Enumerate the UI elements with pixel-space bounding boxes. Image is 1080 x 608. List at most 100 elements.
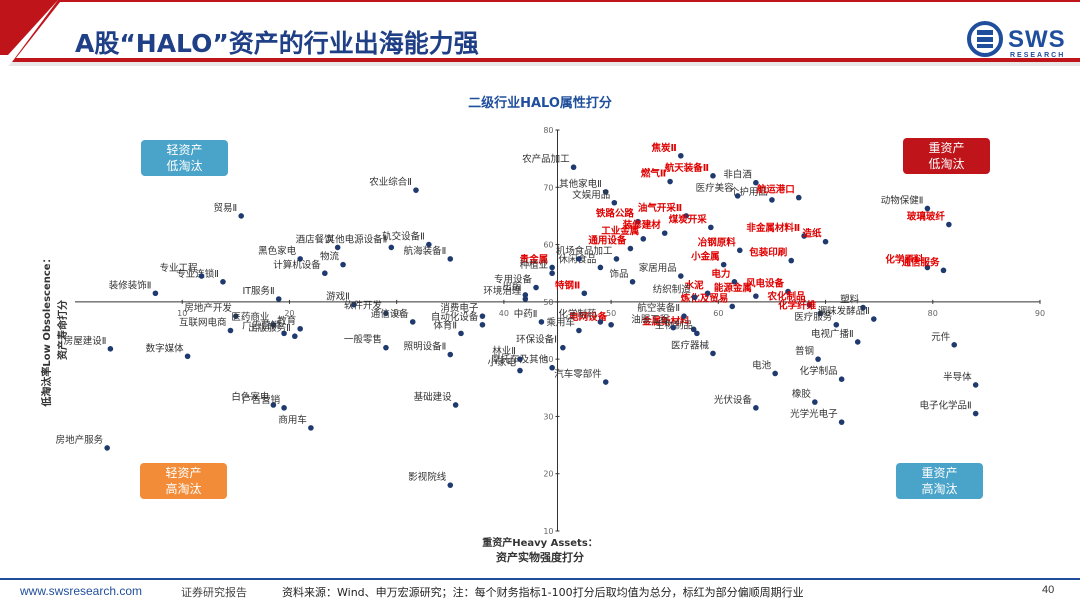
quadrant-light-low-obsolescence: 轻资产 低淘汰 xyxy=(141,140,228,176)
data-point-label: 医疗器械 xyxy=(671,339,710,351)
data-point xyxy=(522,296,529,302)
data-point-label: 计算机设备 xyxy=(273,259,321,271)
data-point xyxy=(629,279,636,285)
data-point-label: 小家电 xyxy=(487,357,516,369)
data-point-label: 动物保健Ⅱ xyxy=(881,194,924,206)
data-point-label: 照明设备Ⅱ xyxy=(404,341,447,353)
data-point xyxy=(533,284,539,291)
data-point xyxy=(517,356,523,362)
data-point xyxy=(753,179,759,186)
data-point xyxy=(972,382,979,388)
y-tick-label: 40 xyxy=(543,355,553,364)
sws-logo-icon xyxy=(967,21,1003,57)
data-point xyxy=(447,256,454,262)
y-tick-label: 30 xyxy=(543,412,553,421)
data-point-label: 普钢 xyxy=(795,345,814,357)
x-tick-label: 40 xyxy=(499,309,509,318)
data-point xyxy=(710,173,716,179)
data-point-label: 化学纤维 xyxy=(778,299,817,311)
x-tick-label: 70 xyxy=(820,309,830,318)
data-point xyxy=(736,247,743,254)
data-point xyxy=(871,316,877,322)
data-point xyxy=(734,193,741,199)
data-point xyxy=(413,187,419,193)
data-point xyxy=(801,233,807,239)
data-point xyxy=(152,290,159,297)
data-point-label: 农化制品 xyxy=(766,291,805,303)
data-point xyxy=(812,399,818,405)
data-point xyxy=(409,319,416,325)
data-point xyxy=(238,213,244,219)
data-point xyxy=(383,344,389,351)
data-point xyxy=(334,244,341,251)
data-point-label: 燃气Ⅱ xyxy=(641,168,666,180)
data-point-label: 半导体 xyxy=(943,371,972,383)
data-point-label: 摩托车及其他 xyxy=(491,354,549,366)
data-point-label: IT服务Ⅱ xyxy=(242,285,274,297)
data-point-label: 化学原料 xyxy=(885,253,924,265)
data-point-label: 包装印刷 xyxy=(748,247,787,259)
data-point xyxy=(627,245,634,252)
data-point-label: 房屋建设Ⅱ xyxy=(64,335,107,347)
data-point-label: 铁路公路 xyxy=(596,208,635,220)
x-axis-label-line2: 资产实物强度打分 xyxy=(496,550,584,564)
data-point-label: 光学光电子 xyxy=(790,408,838,420)
data-point xyxy=(635,218,641,225)
quadrant-line2: 高淘汰 xyxy=(921,482,958,496)
data-point-label: 电子化学品Ⅱ xyxy=(919,400,971,412)
data-point-label: 通用设备 xyxy=(588,235,627,247)
data-point xyxy=(581,290,588,297)
page-title: A股“HALO”资产的行业出海能力强 xyxy=(75,29,479,58)
data-point-label: 游戏Ⅱ xyxy=(326,291,350,303)
quadrant-line1: 轻资产 xyxy=(165,466,202,480)
chart-axes: 10 20 30 40 50 60 70 80 90 10 20 30 40 50 60 70 80 xyxy=(75,126,1045,536)
page-number: 40 xyxy=(1042,584,1055,596)
data-point-label: 专业工程 xyxy=(160,262,199,274)
data-point xyxy=(924,264,931,271)
data-point-label: 电网设备 xyxy=(569,311,608,323)
data-point-label: 装修建材 xyxy=(622,219,662,231)
data-point-label: 非金属材料Ⅱ xyxy=(746,222,800,234)
data-point xyxy=(227,327,234,334)
red-accent-shape xyxy=(0,0,58,55)
data-point xyxy=(220,279,226,285)
data-point xyxy=(678,273,684,279)
data-point-label: 塑料 xyxy=(840,294,860,306)
data-point-label: 水泥 xyxy=(685,279,705,291)
data-point xyxy=(772,370,778,377)
data-point xyxy=(613,256,620,262)
x-tick-label: 60 xyxy=(713,309,723,318)
data-point-label: 林业Ⅱ xyxy=(492,345,516,357)
data-point xyxy=(281,405,287,411)
data-point xyxy=(107,346,114,352)
data-point-label: 调味发酵品Ⅱ xyxy=(818,305,870,317)
data-point-label: 电力 xyxy=(711,268,730,280)
data-point xyxy=(184,353,191,360)
data-point-label: 物流 xyxy=(320,251,340,263)
data-point-label: 煤炭开采 xyxy=(669,213,708,225)
data-point xyxy=(731,279,738,285)
data-point xyxy=(517,367,523,374)
x-tick-label: 20 xyxy=(284,309,294,318)
quadrant-line1: 重资产 xyxy=(928,141,965,155)
x-tick-label: 10 xyxy=(177,309,187,318)
data-point xyxy=(233,313,239,319)
data-point xyxy=(270,321,277,328)
data-point xyxy=(667,178,673,185)
data-point xyxy=(297,256,303,262)
data-point xyxy=(924,205,931,212)
data-point xyxy=(838,419,845,425)
data-point-label: 影视院线 xyxy=(408,471,447,483)
data-point-label: 贵金属 xyxy=(520,253,549,265)
footer-doc-type: 证券研究报告 xyxy=(181,586,247,599)
data-point-label: 中药Ⅱ xyxy=(514,308,538,320)
data-point xyxy=(270,402,277,408)
data-point xyxy=(611,199,618,206)
quadrant-line2: 低淘汰 xyxy=(166,159,203,173)
y-tick-label: 10 xyxy=(543,527,553,536)
data-point xyxy=(608,321,614,328)
data-point xyxy=(710,350,716,357)
footer-url-link[interactable]: www.swsresearch.com xyxy=(20,584,143,598)
data-point xyxy=(602,379,609,385)
